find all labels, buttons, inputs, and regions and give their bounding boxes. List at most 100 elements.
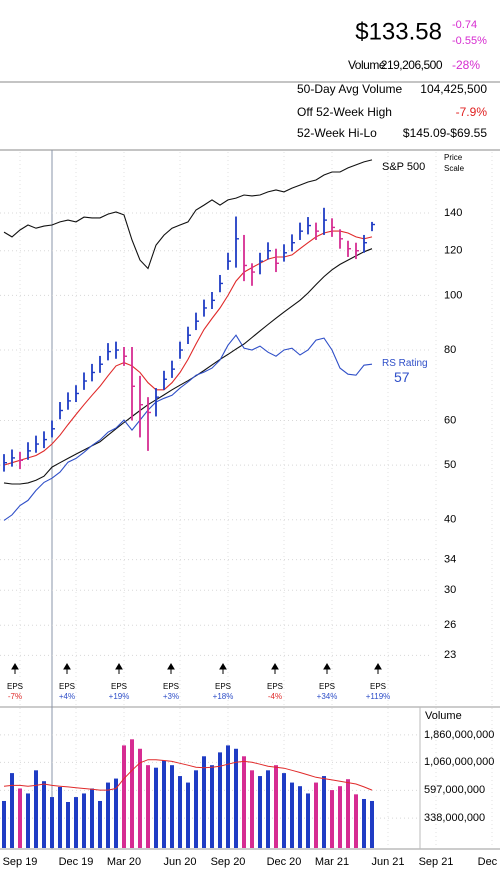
- line-series: [3, 759, 373, 791]
- stat-label: 52-Week Hi-Lo: [297, 126, 377, 140]
- volume-bar: [250, 770, 254, 848]
- x-tick-label: Sep 21: [419, 856, 454, 868]
- volume-bar: [370, 800, 374, 848]
- volume-bar: [314, 782, 318, 848]
- y-axis-title: Scale: [444, 164, 465, 173]
- volume-bar: [18, 788, 22, 848]
- x-tick-label: Dec 20: [267, 856, 302, 868]
- series-label: RS Rating: [382, 358, 428, 369]
- stat-value: $145.09-$69.55: [403, 126, 487, 140]
- line-series: [3, 230, 373, 466]
- eps-label: EPS: [7, 682, 23, 691]
- eps-arrow: [271, 663, 279, 674]
- volume-bar: [130, 739, 134, 848]
- volume-bar: [218, 752, 222, 848]
- line-series: [3, 334, 373, 521]
- volume-bar: [330, 790, 334, 848]
- volume-bar: [90, 788, 94, 848]
- volume-bar: [162, 760, 166, 848]
- rs-rating: 57: [394, 369, 410, 385]
- last-price: $133.58: [355, 18, 442, 45]
- volume-bar: [234, 748, 238, 848]
- price-change-pct: -0.55%: [452, 35, 487, 47]
- x-tick-label: Sep 19: [3, 856, 38, 868]
- volume-bar: [298, 786, 302, 848]
- eps-label: EPS: [319, 682, 335, 691]
- volume-bar: [306, 793, 310, 848]
- volume-bar: [170, 765, 174, 848]
- y-tick-label: 40: [444, 514, 456, 526]
- stat-value: 104,425,500: [420, 82, 487, 96]
- eps-label: EPS: [215, 682, 231, 691]
- volume-bar: [226, 745, 230, 848]
- volume-bar: [274, 765, 278, 848]
- x-tick-label: Dec 2: [478, 856, 500, 868]
- stat-label: Off 52-Week High: [297, 105, 392, 119]
- y-tick-label: 140: [444, 207, 462, 219]
- x-tick-label: Jun 21: [371, 856, 404, 868]
- eps-arrow: [167, 663, 175, 674]
- volume-bar: [242, 756, 246, 848]
- plot: Price Scale 140 120 100 80 60 50 40 34 30 26 23 S&P 5…: [2, 153, 500, 868]
- line-series: [3, 248, 373, 485]
- y-axis-title: Volume: [425, 710, 462, 722]
- eps-arrow: [323, 663, 331, 674]
- volume-bar: [66, 801, 70, 848]
- eps-change: +19%: [109, 692, 130, 701]
- stat-label: 50-Day Avg Volume: [297, 82, 403, 96]
- volume-change: -28%: [452, 58, 480, 72]
- series-label: S&P 500: [382, 161, 425, 173]
- volume-bar: [290, 782, 294, 848]
- volume-bar: [266, 770, 270, 848]
- volume-bar: [258, 776, 262, 848]
- volume-bar: [354, 794, 358, 848]
- x-tick-label: Mar 20: [107, 856, 141, 868]
- volume-bar: [346, 779, 350, 848]
- volume-bar: [42, 781, 46, 848]
- price-change: -0.74: [452, 19, 477, 31]
- volume-bar: [122, 745, 126, 848]
- y-tick-label: 120: [444, 245, 462, 257]
- volume-bar: [282, 773, 286, 848]
- eps-label: EPS: [59, 682, 75, 691]
- eps-arrow: [374, 663, 382, 674]
- eps-change: +3%: [163, 692, 179, 701]
- volume-bar: [114, 778, 118, 848]
- volume-bar: [98, 800, 102, 848]
- y-tick-label: 23: [444, 649, 456, 661]
- y-tick-label: 60: [444, 414, 456, 426]
- y-tick-label: 597,000,000: [424, 784, 485, 796]
- volume-bar: [10, 773, 14, 848]
- volume-bar: [210, 765, 214, 848]
- eps-change: -4%: [268, 692, 282, 701]
- y-tick-label: 100: [444, 289, 462, 301]
- x-tick-label: Mar 21: [315, 856, 349, 868]
- y-tick-label: 1,060,000,000: [424, 756, 494, 768]
- volume-bar: [50, 797, 54, 848]
- volume-label: Volume: [348, 58, 386, 72]
- stat-value: -7.9%: [456, 105, 488, 119]
- eps-label: EPS: [370, 682, 386, 691]
- y-tick-label: 50: [444, 459, 456, 471]
- eps-arrow: [11, 663, 19, 674]
- eps-label: EPS: [267, 682, 283, 691]
- volume-bar: [154, 767, 158, 848]
- volume-bar: [322, 776, 326, 848]
- volume-bar: [2, 800, 6, 848]
- eps-label: EPS: [111, 682, 127, 691]
- volume-bar: [58, 786, 62, 848]
- eps-change: -7%: [8, 692, 22, 701]
- line-series: [3, 159, 373, 270]
- eps-arrow: [63, 663, 71, 674]
- eps-arrow: [219, 663, 227, 674]
- y-tick-label: 338,000,000: [424, 812, 485, 824]
- volume-bar: [74, 797, 78, 848]
- volume-bar: [202, 756, 206, 848]
- y-tick-label: 30: [444, 584, 456, 596]
- eps-change: +34%: [317, 692, 338, 701]
- volume-bar: [338, 786, 342, 848]
- x-tick-label: Jun 20: [163, 856, 196, 868]
- volume-bar: [362, 798, 366, 848]
- volume-bar: [82, 793, 86, 848]
- eps-arrow: [115, 663, 123, 674]
